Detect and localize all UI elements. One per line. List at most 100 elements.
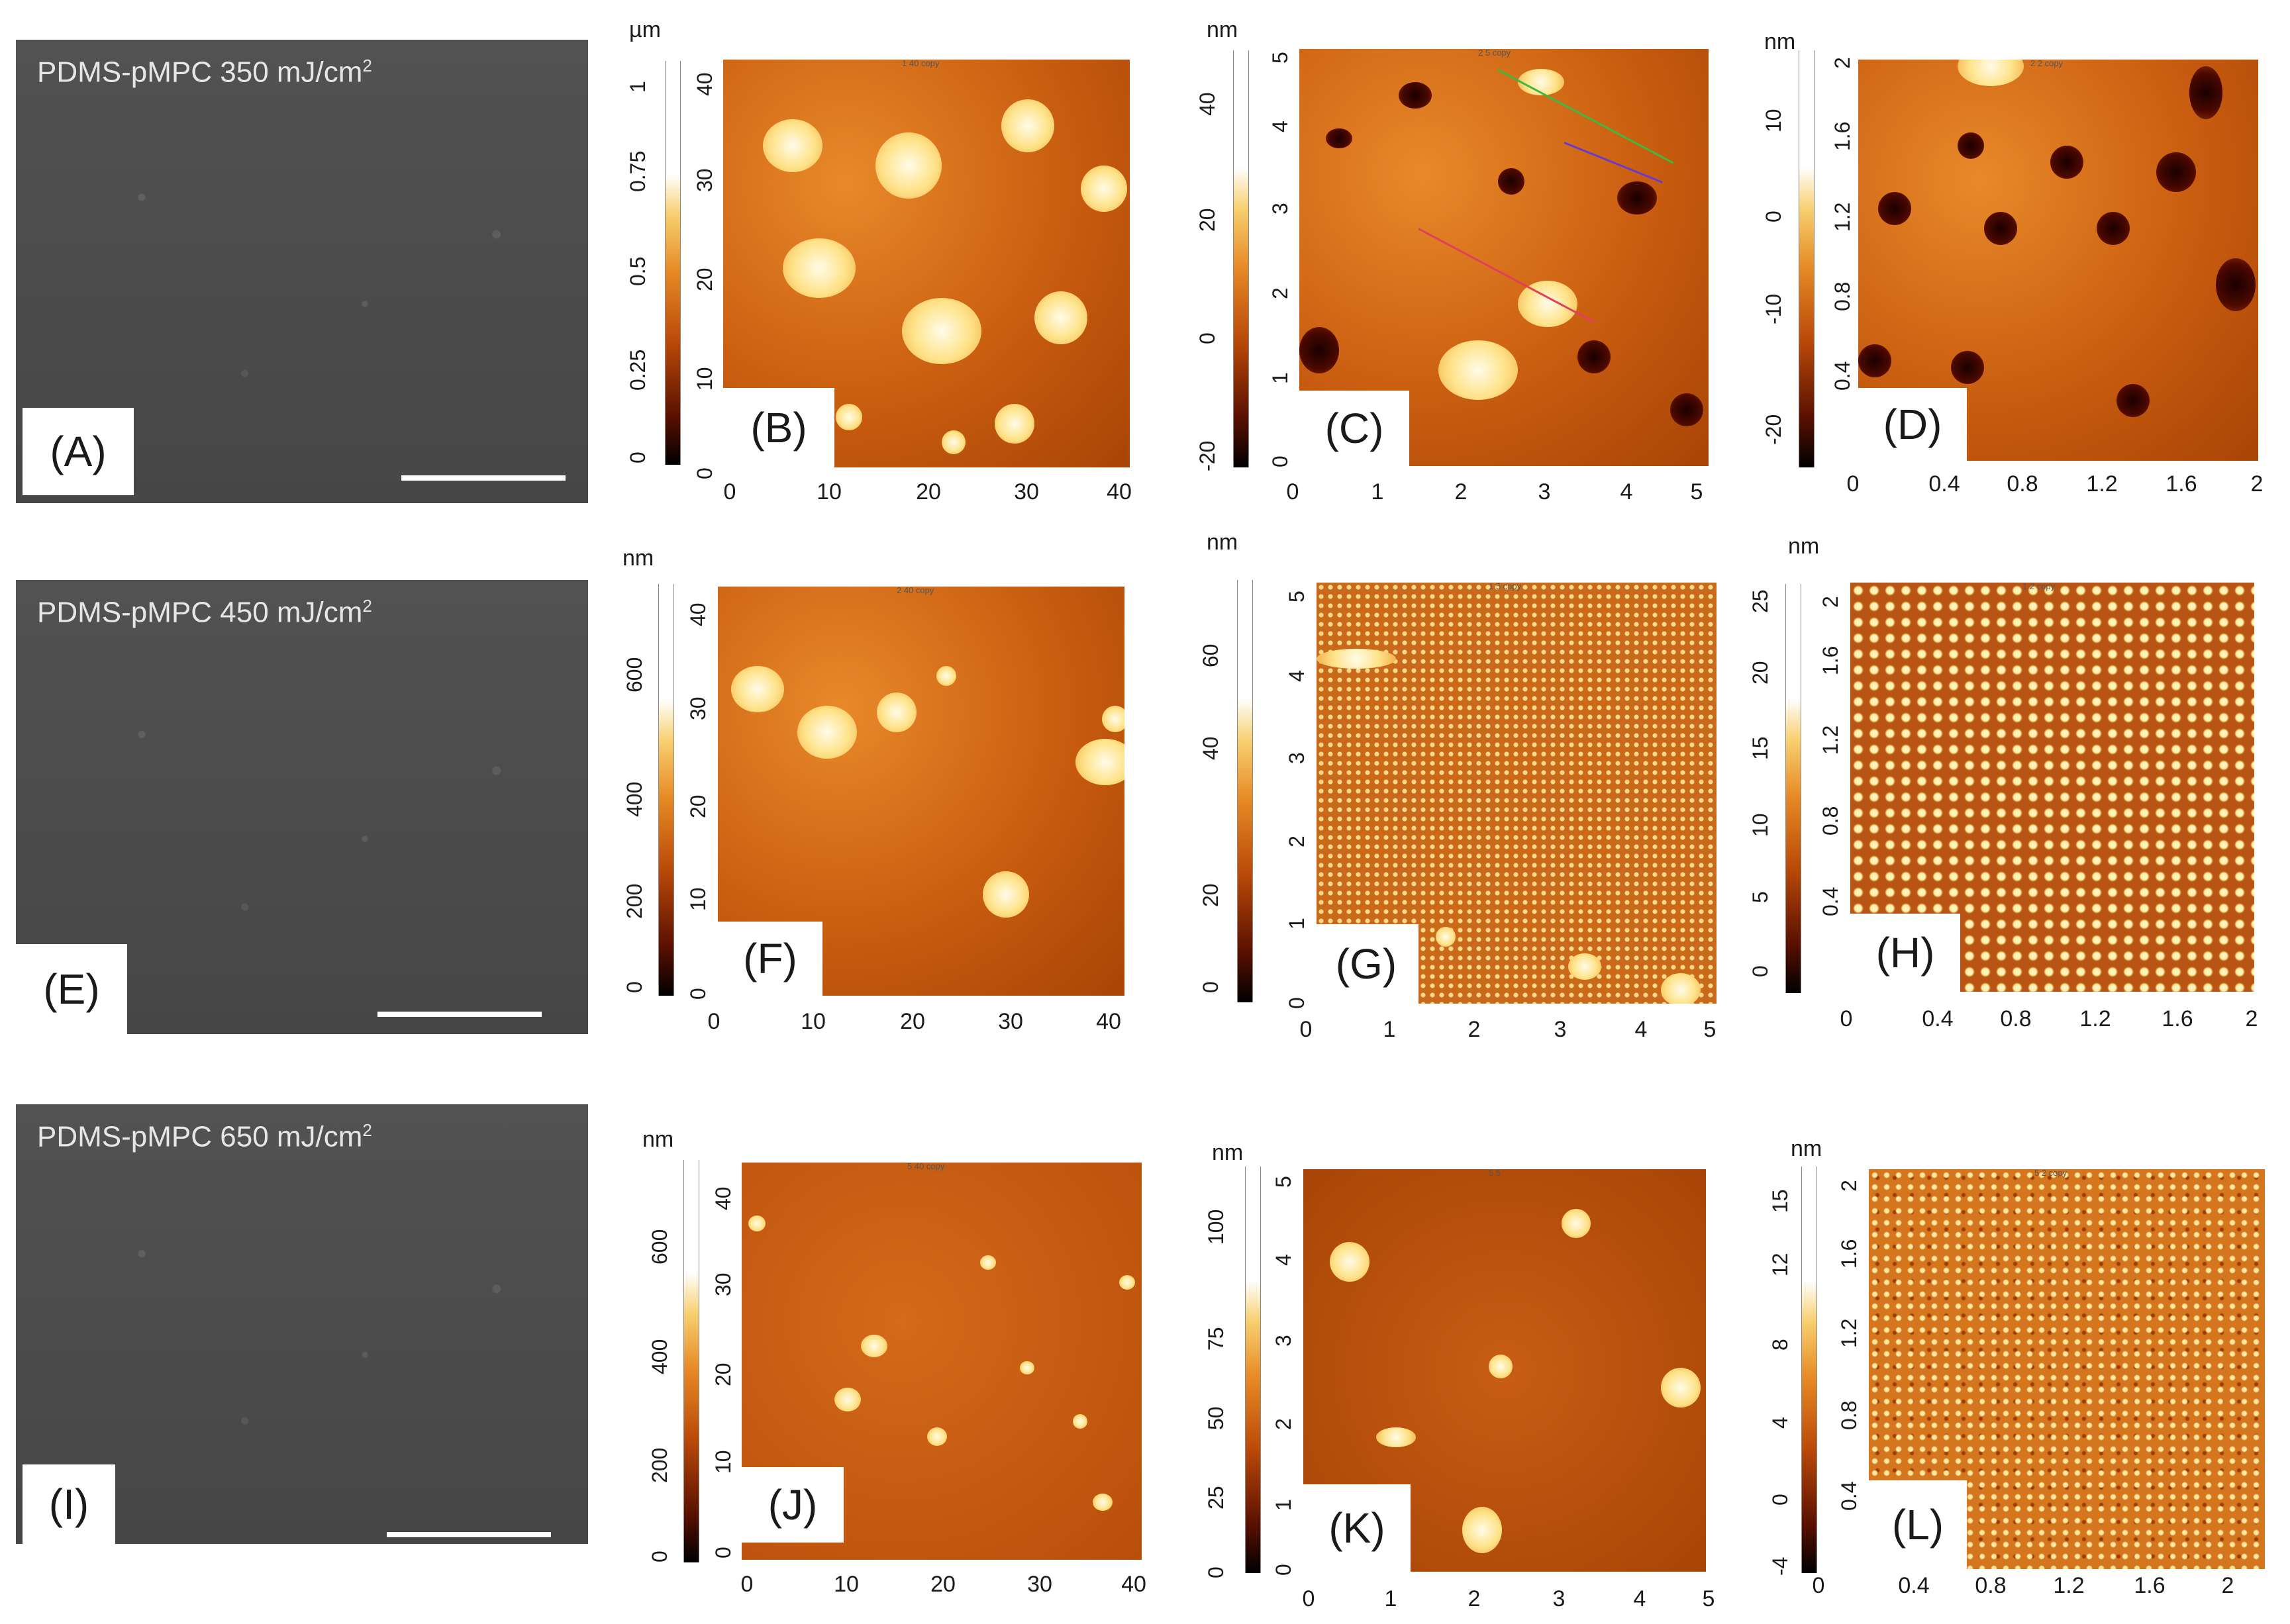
feature-blob — [834, 1388, 861, 1411]
pore — [2097, 212, 2130, 245]
feature-blob — [1489, 1355, 1513, 1378]
pore — [1670, 393, 1703, 426]
panel-label-j: (J) — [742, 1467, 844, 1543]
image-title: 1 5 copy — [1489, 583, 1522, 591]
feature-blob — [1438, 340, 1518, 400]
sem-image-e: PDMS-pMPC 450 mJ/cm2 (E) — [16, 580, 588, 1034]
feature-blob — [1376, 1427, 1416, 1447]
afm-image-h: 1 2 copy (H) — [1850, 583, 2254, 992]
feature-blob — [861, 1335, 887, 1357]
panel-label-b: (B) — [723, 388, 834, 467]
unit-label-f: nm — [622, 546, 654, 571]
pore — [2050, 146, 2083, 179]
panel-label-f: (F) — [718, 922, 822, 996]
unit-label-l: nm — [1791, 1136, 1822, 1161]
feature-blob — [1034, 291, 1087, 344]
feature-blob — [936, 666, 956, 686]
unit-label-k: nm — [1212, 1140, 1244, 1165]
pore — [2216, 258, 2256, 311]
image-title: 2 2 copy — [2030, 60, 2064, 68]
afm-colorbar-k — [1245, 1167, 1261, 1573]
panel-label-e: (E) — [16, 944, 127, 1034]
feature-blob — [1518, 281, 1577, 327]
unit-label-j: nm — [642, 1127, 674, 1152]
image-title: 2 5 copy — [1478, 49, 1511, 58]
pore — [1878, 192, 1911, 225]
pore — [1399, 82, 1432, 109]
pore — [1984, 212, 2017, 245]
afm-image-f: 2 40 copy (F) — [718, 587, 1124, 996]
pore — [1858, 344, 1891, 377]
image-title: 5 40 copy — [907, 1163, 945, 1171]
afm-image-j: 5 40 copy (J) — [742, 1163, 1142, 1560]
feature-blob — [995, 404, 1034, 444]
scale-bar — [401, 475, 566, 481]
pore — [1617, 181, 1657, 215]
feature-blob — [1020, 1361, 1034, 1374]
unit-label-h: nm — [1788, 534, 1820, 559]
feature-blob — [731, 666, 784, 712]
afm-image-d: 2 2 copy (D) — [1858, 60, 2258, 461]
feature-blob — [783, 238, 856, 298]
panel-label-h: (H) — [1850, 914, 1960, 992]
feature-blob — [1661, 1368, 1701, 1408]
feature-blob — [1462, 1507, 1502, 1553]
feature-blob — [1562, 1209, 1591, 1238]
image-title: 1 2 copy — [2022, 583, 2056, 591]
feature-blob — [1119, 1275, 1135, 1290]
feature-blob — [1001, 99, 1054, 152]
sample-title-i: PDMS-pMPC 650 mJ/cm2 — [37, 1120, 372, 1153]
afm-image-c: 2 5 copy (C) — [1299, 49, 1709, 466]
feature-blob — [1518, 69, 1564, 95]
pore — [1299, 327, 1339, 373]
feature-blob — [1330, 1242, 1369, 1282]
panel-label-g: (G) — [1317, 924, 1419, 1004]
scale-bar — [377, 1012, 542, 1017]
afm-colorbar-g — [1237, 580, 1253, 1002]
feature-blob — [1102, 706, 1124, 732]
feature-blob — [1075, 739, 1124, 785]
sample-title-e: PDMS-pMPC 450 mJ/cm2 — [37, 596, 372, 629]
afm-colorbar-d — [1799, 50, 1815, 467]
afm-colorbar-j — [683, 1160, 699, 1562]
feature-blob — [983, 871, 1029, 918]
feature-blob — [1081, 166, 1127, 212]
pore — [2189, 66, 2222, 119]
afm-image-k: 5 5 (K) — [1303, 1169, 1706, 1572]
feature-blob — [980, 1255, 996, 1270]
feature-blob — [927, 1427, 947, 1446]
unit-label-b: µm — [629, 17, 661, 42]
scale-bar — [387, 1532, 551, 1537]
unit-label-g: nm — [1207, 530, 1238, 555]
feature-blob — [942, 430, 966, 454]
afm-image-g: 1 5 copy (G) — [1317, 583, 1717, 1004]
panel-label-d: (D) — [1858, 388, 1967, 461]
feature-blob — [1073, 1414, 1087, 1429]
panel-label-k: (K) — [1303, 1484, 1411, 1572]
panel-label-a: (A) — [23, 408, 134, 495]
afm-colorbar-l — [1801, 1167, 1817, 1573]
feature-blob — [1958, 60, 2024, 86]
feature-blob — [763, 119, 822, 172]
sem-image-i: PDMS-pMPC 650 mJ/cm2 (I) — [16, 1104, 588, 1544]
panel-label-c: (C) — [1299, 391, 1409, 466]
feature-blob — [1436, 927, 1456, 947]
pore — [2116, 384, 2150, 417]
pore — [1951, 351, 1984, 384]
afm-colorbar-b — [665, 61, 681, 465]
feature-blob — [1317, 649, 1396, 669]
pore — [1498, 168, 1524, 195]
image-title: 1 40 copy — [902, 60, 940, 68]
feature-blob — [1661, 973, 1701, 1004]
afm-image-l: 5 2 copy (L) — [1869, 1169, 2265, 1569]
unit-label-c: nm — [1207, 17, 1238, 42]
feature-blob — [836, 404, 862, 430]
image-title: 2 40 copy — [897, 587, 934, 595]
afm-colorbar-h — [1785, 584, 1801, 993]
afm-colorbar-f — [658, 584, 674, 996]
image-title: 5 2 copy — [2034, 1169, 2067, 1178]
feature-blob — [797, 706, 857, 759]
image-title: 5 5 — [1489, 1169, 1501, 1178]
feature-blob — [1093, 1494, 1113, 1511]
sem-image-a: PDMS-pMPC 350 mJ/cm2 (A) — [16, 40, 588, 503]
